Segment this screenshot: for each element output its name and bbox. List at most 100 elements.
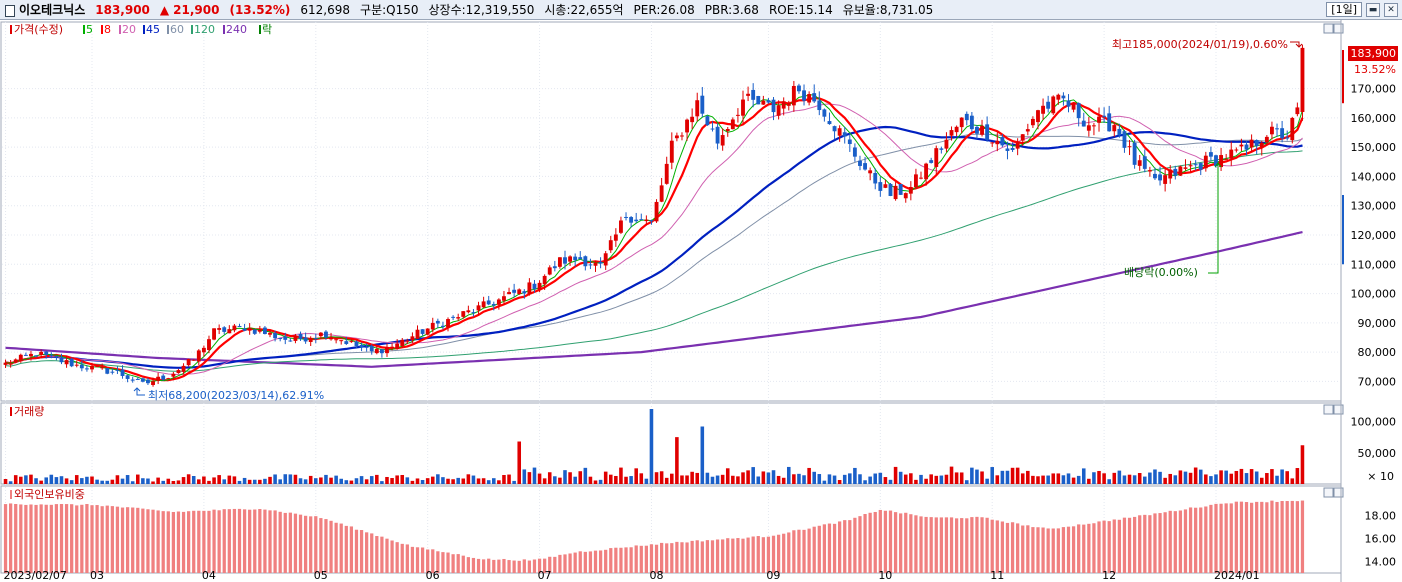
candle[interactable] <box>837 125 842 142</box>
candle[interactable] <box>985 116 990 142</box>
candle[interactable] <box>1219 147 1224 171</box>
candle[interactable] <box>486 295 491 306</box>
candle[interactable] <box>1020 134 1025 146</box>
candle[interactable] <box>695 92 700 122</box>
candle[interactable] <box>212 328 216 341</box>
candle[interactable] <box>1198 162 1203 176</box>
candle[interactable] <box>1142 149 1147 173</box>
candle[interactable] <box>888 182 893 197</box>
candle[interactable] <box>669 132 674 170</box>
candle[interactable] <box>822 108 827 122</box>
candle[interactable] <box>934 145 939 175</box>
candle[interactable] <box>496 298 501 310</box>
candle[interactable] <box>44 351 49 359</box>
candle[interactable] <box>797 83 801 94</box>
panel-close-button-3[interactable] <box>1333 487 1344 498</box>
candle[interactable] <box>59 353 64 365</box>
candle[interactable] <box>446 317 450 332</box>
candle[interactable] <box>242 323 247 332</box>
candle[interactable] <box>802 84 806 106</box>
panel-maximize-button-2[interactable] <box>1323 404 1334 415</box>
candle[interactable] <box>547 265 552 276</box>
candle[interactable] <box>425 328 430 336</box>
candle[interactable] <box>1285 130 1290 141</box>
candle[interactable] <box>1056 93 1061 105</box>
stock-name[interactable]: 이오테크닉스 <box>19 3 86 17</box>
candle[interactable] <box>491 301 496 311</box>
candle[interactable] <box>659 177 664 203</box>
candle[interactable] <box>1041 98 1046 121</box>
candle[interactable] <box>542 274 547 290</box>
candle[interactable] <box>619 216 623 234</box>
candle[interactable] <box>1112 122 1117 137</box>
candle[interactable] <box>84 365 89 372</box>
candle[interactable] <box>69 357 74 368</box>
panel-maximize-button-1[interactable] <box>1323 23 1334 34</box>
candle[interactable] <box>939 146 944 154</box>
candle[interactable] <box>420 329 425 336</box>
candle[interactable] <box>720 128 725 151</box>
candle[interactable] <box>964 111 969 126</box>
candle[interactable] <box>1132 139 1137 169</box>
candle[interactable] <box>924 162 929 186</box>
candle[interactable] <box>481 296 486 308</box>
candle[interactable] <box>1107 105 1112 132</box>
candle[interactable] <box>430 317 435 333</box>
candle[interactable] <box>1264 135 1269 146</box>
candle[interactable] <box>34 355 38 358</box>
candle[interactable] <box>527 278 532 296</box>
candle[interactable] <box>1203 151 1208 172</box>
candle[interactable] <box>1295 102 1300 117</box>
candle[interactable] <box>507 287 511 295</box>
candle[interactable] <box>1117 123 1122 138</box>
candle[interactable] <box>100 363 105 370</box>
candle[interactable] <box>613 228 618 247</box>
candle[interactable] <box>949 126 954 141</box>
candle[interactable] <box>883 180 888 189</box>
candle[interactable] <box>995 132 1000 152</box>
candle[interactable] <box>339 340 344 345</box>
candle[interactable] <box>624 212 628 221</box>
candle[interactable] <box>130 376 135 383</box>
candle[interactable] <box>919 171 923 180</box>
candle[interactable] <box>817 91 822 116</box>
candle[interactable] <box>532 279 537 293</box>
candle[interactable] <box>1005 141 1010 160</box>
candle[interactable] <box>868 167 873 181</box>
candle[interactable] <box>1153 167 1157 180</box>
candle[interactable] <box>471 308 476 317</box>
candle[interactable] <box>1229 141 1234 166</box>
candle[interactable] <box>400 338 405 348</box>
candle[interactable] <box>201 345 206 357</box>
candle[interactable] <box>654 199 659 223</box>
candle[interactable] <box>257 325 262 334</box>
candle[interactable] <box>237 323 242 327</box>
candle[interactable] <box>374 346 379 355</box>
candle[interactable] <box>364 343 369 352</box>
candle[interactable] <box>1051 95 1056 115</box>
candle[interactable] <box>308 336 313 347</box>
candle[interactable] <box>1122 129 1127 153</box>
candle[interactable] <box>146 378 150 385</box>
candle[interactable] <box>451 315 456 321</box>
candle[interactable] <box>1244 140 1249 156</box>
candle[interactable] <box>1081 112 1086 127</box>
candle[interactable] <box>1061 92 1066 106</box>
candle[interactable] <box>39 349 44 358</box>
candle[interactable] <box>568 255 573 266</box>
candle[interactable] <box>303 332 308 344</box>
candle[interactable] <box>715 123 720 150</box>
candle[interactable] <box>1178 165 1183 176</box>
candle[interactable] <box>608 235 613 253</box>
candle[interactable] <box>929 157 934 164</box>
candle[interactable] <box>969 112 974 132</box>
candle[interactable] <box>405 338 410 345</box>
candle[interactable] <box>390 343 395 351</box>
candle[interactable] <box>171 371 176 381</box>
candle[interactable] <box>791 80 796 112</box>
candle[interactable] <box>664 156 669 185</box>
candle[interactable] <box>786 100 791 111</box>
candle[interactable] <box>1234 147 1239 153</box>
candle[interactable] <box>863 156 867 171</box>
candle[interactable] <box>334 338 339 344</box>
